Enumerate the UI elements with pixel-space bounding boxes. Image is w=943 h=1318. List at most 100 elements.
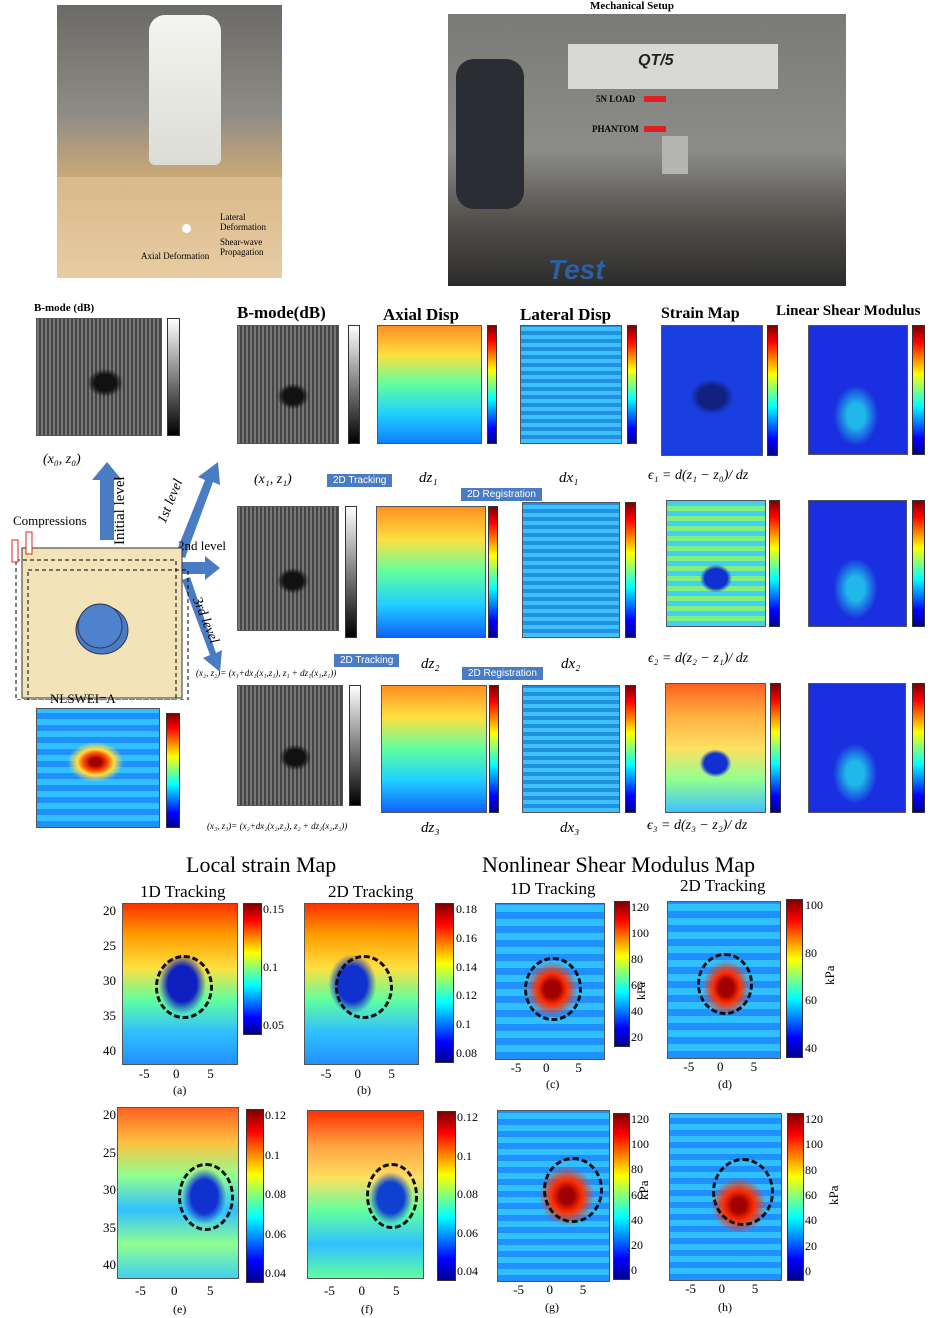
- axial-r2: [376, 506, 486, 638]
- cbar-tick: 40: [631, 1004, 643, 1018]
- label-phantom: PHANTOM: [592, 124, 639, 134]
- coord3: (x₃, z₃)= (x₂+dx₂(x₂,z₂), z₂ + dz₂(x₂,z₂…: [207, 821, 348, 831]
- y-tick: 30: [103, 973, 116, 988]
- cbar-tick: 100: [631, 926, 649, 940]
- nlswei-cbar: [166, 713, 180, 828]
- x-tick: 0: [354, 1066, 362, 1081]
- caption-f: (f): [361, 1302, 373, 1316]
- x-tick: 5: [388, 1066, 395, 1081]
- cbar-tick: 0.12: [456, 988, 477, 1003]
- panel-a-circle: [155, 955, 213, 1019]
- cbar-tick: 0.1: [263, 960, 278, 974]
- cbar-tick: 80: [631, 952, 643, 966]
- panel-d-circle: [697, 953, 753, 1015]
- dx2: dx₂: [561, 656, 581, 672]
- cbar-tick: 0: [631, 1263, 637, 1277]
- nlswei-map: [36, 708, 160, 828]
- registration-button-1[interactable]: 2D Registration: [461, 488, 542, 501]
- caption-b: (b): [357, 1083, 371, 1097]
- cbar-tick: 0.1: [265, 1147, 280, 1162]
- cbar-tick: 20: [805, 1238, 817, 1253]
- caption-c: (c): [546, 1077, 560, 1091]
- inclusion-inner: [77, 603, 123, 649]
- cbar-tick: 40: [805, 1041, 817, 1055]
- cbar-tick: 20: [631, 1030, 643, 1044]
- panel-d-kpa: kPa: [822, 965, 837, 986]
- col-title-bmode: B-mode(dB): [237, 303, 326, 322]
- cbar-tick: 0.1: [457, 1148, 472, 1163]
- axial-r1: [377, 325, 482, 444]
- caption-g: (g): [545, 1300, 559, 1314]
- cbar-tick: 120: [805, 1112, 823, 1126]
- compressions-label: Compressions: [13, 513, 87, 528]
- nlswei-label: NLSWEI=A: [50, 691, 116, 706]
- cbar-tick: 0.12: [265, 1108, 286, 1122]
- y-tick: 20: [103, 903, 116, 918]
- cbar-tick: 20: [631, 1237, 643, 1252]
- panel-g-circle: [543, 1157, 603, 1223]
- phantom-cylinder: [662, 136, 688, 174]
- level-arrows: [92, 462, 222, 672]
- compress-arrow-1: [11, 539, 19, 563]
- x-tick: 5: [207, 1283, 214, 1298]
- arrow-2nd: [180, 556, 220, 580]
- phantom-photo: Lateral Deformation Shear-wave Propagati…: [57, 5, 282, 278]
- controller: [456, 59, 524, 209]
- panel-d-cbar: [786, 899, 803, 1058]
- cbar-tick: 0.04: [457, 1264, 478, 1278]
- cbar-tick: 0.08: [456, 1046, 477, 1060]
- shear-r2: [808, 500, 907, 627]
- cbar-tick: 120: [631, 1112, 649, 1126]
- cbar-tick: 0.16: [456, 930, 477, 945]
- x-tick: 5: [575, 1060, 582, 1075]
- registration-button-2[interactable]: 2D Registration: [462, 667, 543, 680]
- sub-b: 2D Tracking: [328, 882, 414, 901]
- cbar-tick: 0.06: [457, 1225, 478, 1240]
- cbar-tick: 60: [631, 978, 643, 992]
- cbar-tick: 0.15: [263, 902, 284, 916]
- coord1: (x₁, z₁): [254, 472, 292, 487]
- phantom-schematic: [11, 531, 189, 700]
- bmode-small-title: B-mode (dB): [34, 302, 95, 314]
- panel-b-cbar: [435, 903, 454, 1063]
- bmode-r2-cbar: [345, 506, 357, 638]
- strain-r3: [665, 683, 766, 813]
- nonlinear-shear-title: Nonlinear Shear Modulus Map: [482, 852, 756, 877]
- dx1: dx₁: [559, 470, 579, 486]
- local-strain-title: Local strain Map: [186, 852, 337, 877]
- cbar-tick: 100: [631, 1137, 649, 1152]
- machine-photo: QT/5 5N LOAD PHANTOM Test: [448, 14, 846, 286]
- cbar-tick: 0.1: [456, 1017, 471, 1032]
- inclusion-dot: [182, 224, 191, 233]
- x-tick: 5: [750, 1059, 758, 1074]
- lateral-r3: [522, 685, 620, 813]
- cbar-tick: 0.12: [457, 1110, 478, 1124]
- sub-c: 1D Tracking: [510, 879, 596, 898]
- caption-e: (e): [173, 1302, 187, 1316]
- cbar-tick: 120: [631, 900, 649, 914]
- arrow-phantom: [644, 126, 666, 132]
- cbar-tick: 80: [805, 1162, 817, 1177]
- x-tick: -5: [510, 1060, 522, 1075]
- x-tick: 0: [173, 1066, 180, 1081]
- arrow-1st: [175, 462, 220, 558]
- cbar-tick: 60: [631, 1187, 643, 1202]
- tracking-button-2[interactable]: 2D Tracking: [334, 654, 400, 667]
- annot-shear: Shear-wave Propagation: [220, 237, 264, 257]
- cbar-tick: 0.06: [265, 1226, 286, 1241]
- x-tick: 5: [751, 1281, 759, 1296]
- y-tick: 25: [103, 938, 116, 953]
- label-load: 5N LOAD: [596, 94, 636, 104]
- cbar-tick: 60: [805, 1188, 817, 1202]
- cbar-tick: 0.05: [263, 1018, 284, 1032]
- cbar-tick: 80: [631, 1162, 643, 1177]
- x-tick: 5: [393, 1283, 400, 1298]
- y-tick: 30: [103, 1182, 116, 1197]
- tracking-button-1[interactable]: 2D Tracking: [327, 474, 393, 487]
- x-tick: -5: [320, 1066, 332, 1081]
- bmode-initial-cbar: [167, 318, 180, 436]
- x-tick: -5: [138, 1066, 150, 1081]
- cbar-tick: 0.18: [456, 902, 477, 916]
- lateral-r2: [522, 502, 620, 638]
- dx3: dx₃: [560, 820, 580, 836]
